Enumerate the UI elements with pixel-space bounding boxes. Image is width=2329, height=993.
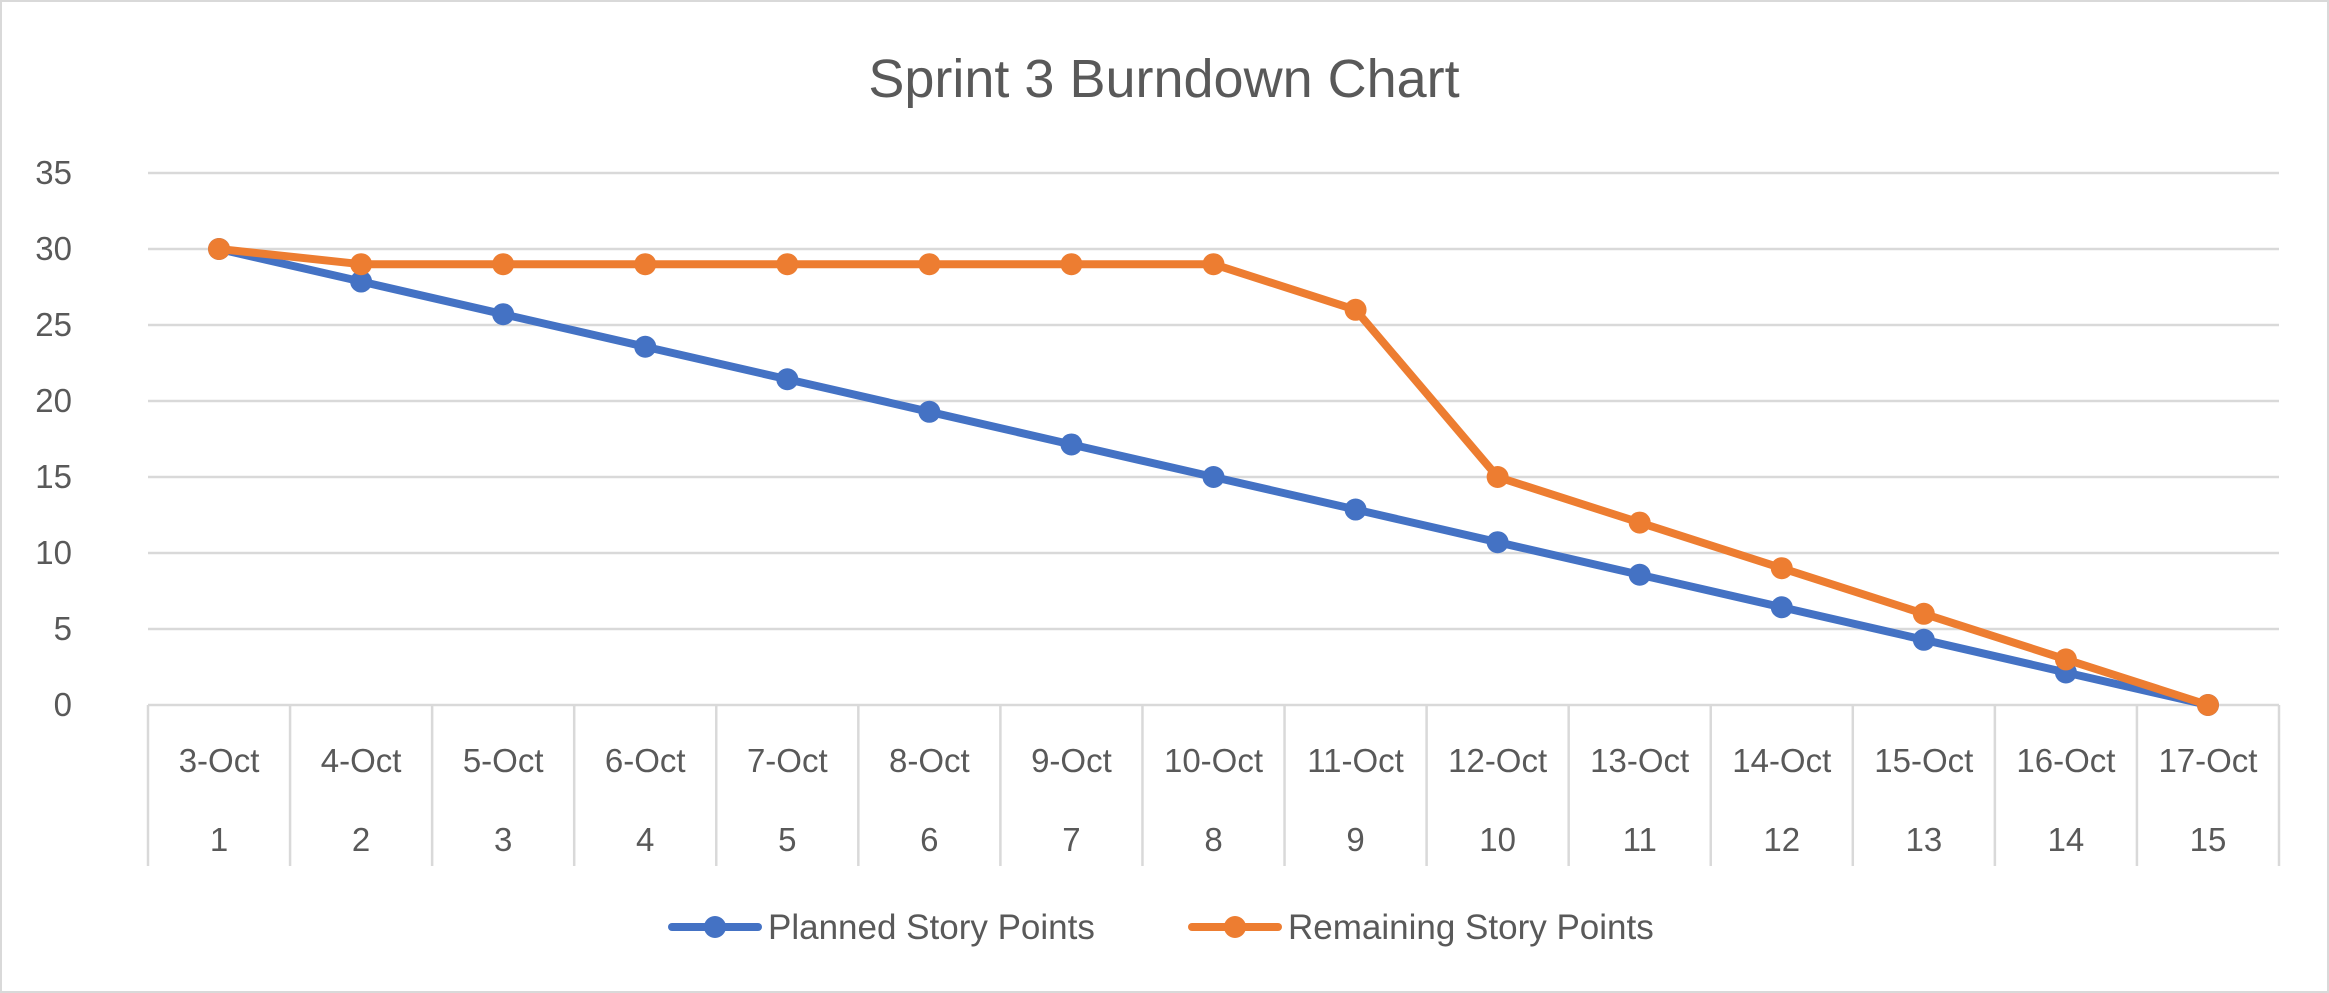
data-point: [1202, 253, 1225, 276]
x-tick-label-date: 14-Oct: [1732, 742, 1831, 779]
data-point: [776, 253, 799, 276]
x-tick-label-date: 7-Oct: [747, 742, 828, 779]
x-tick-label-day: 7: [1062, 821, 1080, 858]
x-tick-label-day: 11: [1623, 821, 1657, 858]
x-tick-label-day: 6: [920, 821, 938, 858]
x-tick-label-day: 4: [636, 821, 654, 858]
legend-label: Remaining Story Points: [1288, 908, 1654, 947]
data-point: [1486, 531, 1509, 554]
x-tick-label-date: 10-Oct: [1164, 742, 1263, 779]
x-tick-label-date: 16-Oct: [2016, 742, 2115, 779]
data-point: [1344, 298, 1367, 321]
x-tick-label-day: 14: [2048, 821, 2085, 858]
legend-swatch-marker: [704, 916, 726, 938]
x-tick-label-date: 11-Oct: [1307, 742, 1404, 779]
data-point: [634, 335, 657, 358]
x-tick-label-date: 5-Oct: [463, 742, 544, 779]
legend: Planned Story Points Remaining Story Poin…: [668, 908, 1654, 947]
x-tick-label-day: 12: [1763, 821, 1800, 858]
series-remaining: [208, 238, 2219, 716]
x-tick-label-date: 6-Oct: [605, 742, 686, 779]
data-point: [2054, 648, 2077, 671]
x-tick-label-date: 15-Oct: [1874, 742, 1973, 779]
data-point: [776, 368, 799, 391]
series-layer: [208, 238, 2219, 716]
data-point: [492, 253, 515, 276]
legend-swatch-marker: [1224, 916, 1246, 938]
y-tick-label: 20: [35, 382, 72, 419]
data-point: [918, 400, 941, 423]
chart-title: Sprint 3 Burndown Chart: [868, 49, 1459, 109]
data-point: [1912, 628, 1935, 651]
x-tick-label-day: 10: [1479, 821, 1516, 858]
x-tick-label-date: 17-Oct: [2158, 742, 2257, 779]
data-point: [350, 253, 373, 276]
data-point: [918, 253, 941, 276]
data-point: [634, 253, 657, 276]
data-point: [1344, 498, 1367, 521]
data-point: [350, 270, 373, 293]
legend-item: Planned Story Points: [668, 908, 1095, 947]
y-tick-label: 35: [35, 154, 72, 191]
x-tick-label-day: 1: [210, 821, 228, 858]
data-point: [1202, 466, 1225, 488]
x-tick-label-date: 12-Oct: [1448, 742, 1547, 779]
data-point: [208, 238, 231, 260]
data-point: [492, 303, 515, 326]
series-planned: [208, 238, 2219, 716]
data-point: [1486, 466, 1509, 488]
data-point: [1770, 596, 1793, 619]
x-tick-label-date: 13-Oct: [1590, 742, 1689, 779]
data-point: [1912, 602, 1935, 625]
data-point: [1628, 563, 1651, 586]
x-tick-label-day: 15: [2190, 821, 2227, 858]
y-tick-label: 5: [54, 610, 72, 647]
x-tick-label-day: 3: [494, 821, 512, 858]
x-tick-label-day: 8: [1204, 821, 1222, 858]
x-tick-label-day: 5: [778, 821, 796, 858]
x-axis: 3-Oct 4-Oct 5-Oct 6-Oct 7-Oct 8-Oct 9-Oct 10-Oc…: [146, 705, 2281, 866]
data-point: [2196, 694, 2219, 716]
y-tick-label: 10: [35, 534, 72, 571]
legend-label: Planned Story Points: [768, 908, 1095, 947]
x-tick-label-day: 9: [1346, 821, 1364, 858]
y-axis: 0 5 10 15 20 25 30 35: [35, 154, 72, 723]
x-tick-label-date: 4-Oct: [321, 742, 402, 779]
x-tick-label-day: 2: [352, 821, 370, 858]
x-tick-label-day: 13: [1905, 821, 1942, 858]
data-point: [1060, 433, 1083, 456]
x-tick-label-date: 3-Oct: [179, 742, 260, 779]
data-point: [1060, 253, 1083, 276]
data-point: [1770, 557, 1793, 580]
x-tick-label-date: 9-Oct: [1031, 742, 1112, 779]
data-point: [1628, 511, 1651, 534]
y-tick-label: 25: [35, 306, 72, 343]
y-tick-label: 15: [35, 458, 72, 495]
legend-item: Remaining Story Points: [1188, 908, 1654, 947]
y-tick-label: 0: [54, 686, 72, 723]
x-tick-label-date: 8-Oct: [889, 742, 970, 779]
y-tick-label: 30: [35, 230, 72, 267]
